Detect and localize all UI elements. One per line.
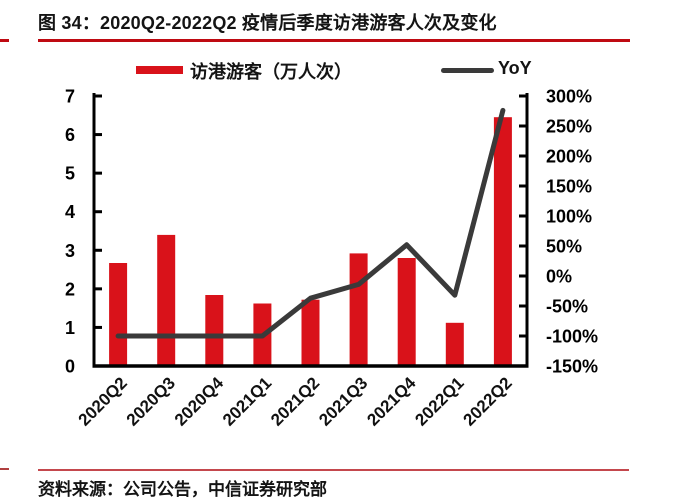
page-edge-rule-fragment-bottom — [0, 468, 9, 470]
bar-2021Q4 — [397, 258, 416, 366]
legend-bar-swatch — [136, 66, 183, 74]
right-axis-label-300%: 300% — [546, 87, 592, 107]
right-axis-label-250%: 250% — [546, 117, 592, 137]
right-axis-label--100%: -100% — [546, 327, 598, 347]
x-tick-label-2022Q1: 2022Q1 — [411, 373, 467, 429]
bar-2020Q2 — [109, 263, 128, 366]
source-text: 资料来源：公司公告，中信证券研究部 — [38, 480, 327, 499]
figure-title: 图 34：2020Q2-2022Q2 疫情后季度访港游客人次及变化 — [38, 13, 497, 33]
left-axis-label-7: 7 — [65, 87, 75, 107]
visitor-yoy-combo-chart: 0 1 2 3 4 5 6 7 300% 250% 200% 150% 100% 50% 0% -50% -10… — [65, 87, 598, 430]
bar-2022Q2 — [493, 117, 512, 366]
source-divider-rule — [38, 469, 629, 471]
left-axis-label-0: 0 — [65, 357, 75, 377]
bar-2021Q2 — [301, 299, 320, 366]
bar-2020Q4 — [205, 295, 224, 366]
title-underline-rule — [38, 39, 630, 42]
x-tick-label-2021Q4: 2021Q4 — [363, 373, 420, 430]
right-axis-label-100%: 100% — [546, 207, 592, 227]
right-axis-label-0%: 0% — [546, 267, 572, 287]
bar-2020Q3 — [157, 234, 176, 366]
bar-2022Q1 — [445, 322, 464, 366]
x-tick-label-2020Q3: 2020Q3 — [123, 373, 179, 429]
x-tick-label-2022Q2: 2022Q2 — [460, 373, 516, 429]
legend-bar-label: 访港游客（万人次） — [190, 62, 352, 82]
right-axis-label-150%: 150% — [546, 177, 592, 197]
legend-line-label: YoY — [498, 58, 532, 78]
left-axis-label-4: 4 — [65, 202, 75, 222]
yoy-line — [115, 107, 506, 339]
x-tick-label-2021Q3: 2021Q3 — [315, 373, 371, 429]
bar-2021Q3 — [349, 253, 368, 366]
x-tick-label-2020Q2: 2020Q2 — [75, 373, 131, 429]
right-axis-label-200%: 200% — [546, 147, 592, 167]
left-axis-label-6: 6 — [65, 125, 75, 145]
chart-legend: 访港游客（万人次） YoY — [0, 55, 700, 85]
left-axis-label-2: 2 — [65, 279, 75, 299]
right-axis-label-50%: 50% — [546, 237, 582, 257]
x-tick-label-2020Q4: 2020Q4 — [171, 373, 228, 430]
x-tick-label-2021Q1: 2021Q1 — [219, 373, 275, 429]
left-axis-label-5: 5 — [65, 164, 75, 184]
x-tick-label-2021Q2: 2021Q2 — [267, 373, 323, 429]
page-edge-rule-fragment-top — [0, 39, 9, 42]
right-axis-label--150%: -150% — [546, 357, 598, 377]
left-axis-label-1: 1 — [65, 318, 75, 338]
legend-line-swatch — [441, 68, 494, 73]
right-axis-label--50%: -50% — [546, 297, 588, 317]
left-axis-label-3: 3 — [65, 241, 75, 261]
